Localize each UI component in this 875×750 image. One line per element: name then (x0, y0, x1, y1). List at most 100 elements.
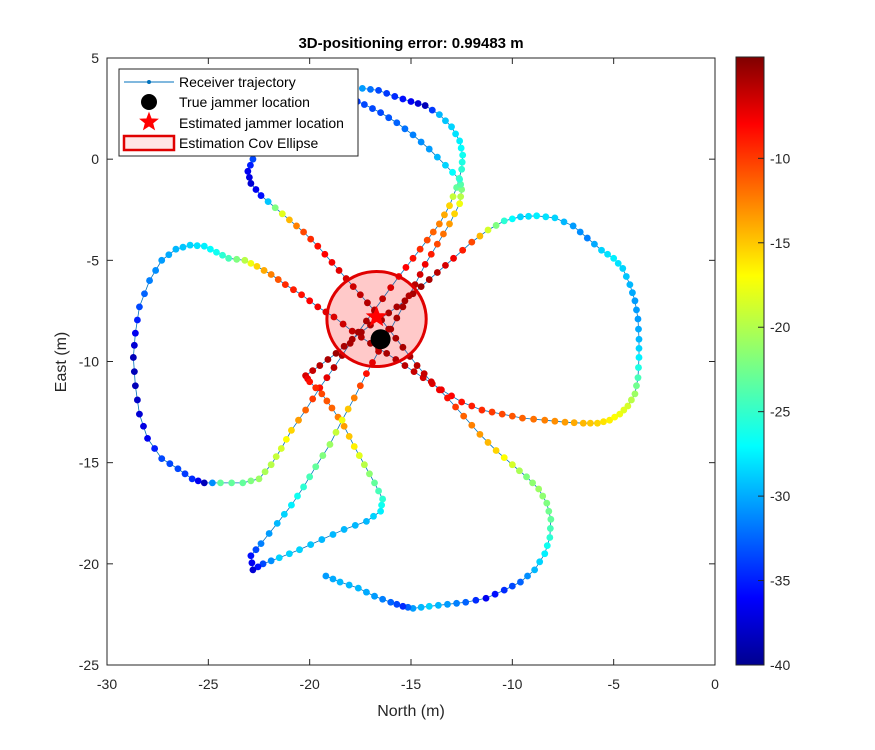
trajectory-point (355, 452, 363, 459)
trajectory-point (312, 384, 320, 392)
trajectory-point (611, 413, 619, 421)
trajectory-point (508, 412, 516, 420)
trajectory-point (569, 222, 577, 230)
trajectory-point (339, 320, 347, 328)
trajectory-point (363, 370, 370, 378)
x-tick-label: 0 (711, 676, 719, 692)
trajectory-point (516, 467, 523, 475)
trajectory-point (324, 356, 332, 363)
trajectory-point (318, 390, 326, 398)
trajectory-point (363, 588, 370, 596)
trajectory-point (272, 453, 280, 460)
trajectory-point (140, 422, 147, 430)
colorbar-tick-label: -20 (770, 319, 790, 335)
trajectory-point (500, 454, 508, 462)
trajectory-point (533, 212, 541, 220)
trajectory-point (136, 303, 143, 311)
trajectory-point (225, 254, 233, 262)
trajectory-point (399, 95, 407, 103)
trajectory-point (545, 507, 553, 515)
trajectory-point (134, 396, 141, 404)
trajectory-point (433, 153, 441, 161)
trajectory-point (488, 408, 496, 416)
trajectory-point (542, 213, 550, 221)
trajectory-point (482, 594, 490, 602)
trajectory-point (399, 343, 407, 351)
trajectory-point (392, 334, 400, 342)
trajectory-point (194, 477, 202, 485)
y-tick-label: 0 (91, 151, 99, 167)
trajectory-point (345, 581, 353, 589)
trajectory-point (610, 254, 618, 262)
legend-true-jammer-marker (141, 94, 157, 110)
trajectory-point (456, 200, 464, 208)
trajectory-point (228, 479, 236, 487)
trajectory-point (300, 483, 307, 491)
colorbar-tick-label: -40 (770, 657, 790, 673)
trajectory-point (399, 602, 407, 610)
trajectory-point (200, 479, 208, 487)
trajectory-point (604, 250, 611, 258)
trajectory-point (629, 289, 636, 297)
trajectory-point (208, 479, 216, 487)
colorbar-tick-label: -10 (770, 150, 790, 166)
x-tick-label: -5 (607, 676, 620, 692)
trajectory-point (624, 402, 632, 410)
trajectory-point (393, 119, 401, 127)
trajectory-point (561, 418, 569, 426)
trajectory-point (330, 313, 338, 321)
colorbar-tick-label: -15 (770, 235, 790, 251)
trajectory-point (248, 559, 256, 567)
trajectory-point (280, 510, 288, 518)
trajectory-point (492, 447, 500, 454)
trajectory-point (517, 213, 524, 221)
trajectory-point (239, 479, 247, 487)
trajectory-point (252, 186, 260, 193)
trajectory-point (457, 181, 465, 188)
legend-trajectory-dot (147, 80, 151, 84)
trajectory-point (409, 604, 417, 612)
trajectory-point (442, 117, 449, 125)
trajectory-point (267, 271, 275, 278)
trajectory-point (551, 214, 559, 222)
trajectory-point (456, 137, 464, 145)
trajectory-point (348, 327, 356, 335)
trajectory-point (458, 398, 466, 406)
trajectory-point (385, 114, 393, 122)
trajectory-point (425, 145, 433, 153)
trajectory-point (247, 259, 255, 267)
trajectory-point (635, 344, 643, 352)
trajectory-point (130, 368, 138, 376)
trajectory-point (260, 267, 268, 274)
legend: Receiver trajectory True jammer location… (118, 68, 359, 157)
trajectory-point (350, 443, 358, 450)
trajectory-point (275, 554, 283, 562)
trajectory-point (377, 109, 384, 117)
y-tick-label: -10 (79, 354, 99, 370)
trajectory-point (442, 161, 449, 169)
trajectory-point (295, 416, 302, 424)
x-tick-label: -30 (97, 676, 117, 692)
colorbar-tick-label: -35 (770, 573, 790, 589)
trajectory-point (131, 382, 139, 390)
trajectory-point (546, 525, 554, 532)
trajectory-point (523, 473, 530, 481)
trajectory-point (387, 598, 395, 606)
trajectory-point (383, 350, 391, 357)
trajectory-point (249, 566, 257, 574)
trajectory-point (274, 276, 282, 283)
trajectory-point (136, 410, 143, 418)
trajectory-point (300, 228, 307, 236)
trajectory-point (375, 487, 382, 495)
trajectory-point (294, 492, 301, 500)
trajectory-point (259, 560, 267, 568)
trajectory-point (375, 86, 382, 94)
trajectory-point (206, 245, 214, 253)
trajectory-point (348, 335, 356, 343)
trajectory-point (387, 284, 395, 292)
trajectory-point (267, 557, 275, 565)
trajectory-point (628, 396, 635, 404)
trajectory-point (288, 501, 295, 509)
trajectory-point (457, 193, 465, 200)
trajectory-point (530, 415, 538, 423)
